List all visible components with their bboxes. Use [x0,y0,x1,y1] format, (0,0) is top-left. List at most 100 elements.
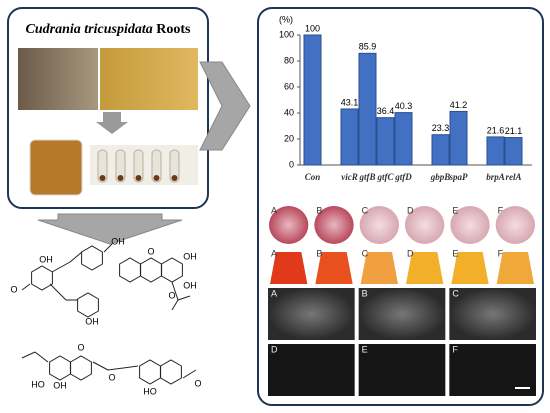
atom-label: HO [143,386,157,396]
bond [51,261,71,273]
atom-label: OH [85,316,99,326]
micrograph [268,288,355,340]
panel-title: Cudrania tricuspidata Roots [26,22,191,37]
y-tick-label: 100 [279,29,294,39]
dish [269,206,309,244]
right-arrow [199,61,251,151]
panel-letter: D [407,248,414,258]
bar [303,34,322,166]
photo-roots-dried [100,48,198,110]
y-tick-label: 80 [284,55,294,65]
title-species: Cudrania tricuspidata [26,22,153,37]
bond [103,243,113,253]
ring [31,265,53,291]
atom-label: HO [31,379,45,389]
panel-letter: B [316,248,322,258]
x-tick-label: relA [505,172,521,182]
x-tick-label: gtfD [394,172,412,182]
dish [495,206,535,244]
micrograph [449,288,536,340]
value-label: 41.2 [450,100,468,110]
panel-letter: E [362,344,368,354]
atom-label: O [168,290,175,300]
panel-letter: C [362,205,369,215]
bond [21,283,31,291]
y-tick-label: 0 [289,159,294,169]
small-arrow [96,112,128,134]
panel-letter: E [452,248,458,258]
value-label: 100 [305,23,320,33]
bar-chart: (%) 0 20 40 60 80 100 100 Con 43.1 vicR 85.9 gtfB 36.… [279,14,532,182]
panel-letter: B [316,205,322,215]
photo-tubes [90,145,198,185]
x-tick-label: spaP [449,172,469,182]
x-tick-label: gbpB [430,172,451,182]
micrograph [358,344,446,396]
biofilm [315,252,353,284]
ring [140,257,162,283]
atom-label: O [108,372,115,382]
panel-letter: A [271,248,277,258]
x-tick-label: vicR [341,172,358,182]
photo-roots-raw [18,48,98,110]
bond [171,299,179,311]
bond [21,351,36,359]
dish [450,206,490,244]
bond [107,365,139,371]
title-rest: Roots [156,22,191,37]
bond [177,295,191,301]
bar [449,110,468,166]
x-tick-label: Con [305,172,321,182]
y-unit: (%) [279,14,293,24]
value-label: 23.3 [432,123,450,133]
bar [376,117,395,166]
bond [69,251,83,263]
ring [49,355,71,381]
value-label: 43.1 [341,97,359,107]
panel-letter: F [498,248,504,258]
down-arrow [37,213,183,245]
y-tick-label: 40 [284,107,294,117]
y-tick-label: 20 [284,133,294,143]
photo-grid: A B C D E F A B C D E F A B C D E F [268,205,536,396]
value-label: 36.4 [377,106,395,116]
ring [81,245,103,271]
biofilm [270,252,308,284]
bar [340,108,359,166]
atom-label: O [77,342,84,352]
bar [504,137,523,166]
ring [160,359,182,385]
panel-letter: C [452,288,459,298]
panel-letter: A [271,205,277,215]
biofilm [406,252,444,284]
panel-letter: D [271,344,278,354]
panel-letter: E [452,205,458,215]
micrograph [268,344,355,396]
bar [358,52,377,166]
value-label: 85.9 [359,42,377,52]
atom-label: O [147,246,154,256]
bond [92,361,109,371]
ring [161,257,183,283]
biofilm [360,252,398,284]
atom-label: OH [53,380,67,390]
panel-letter: D [407,205,414,215]
x-tick-label: gtfC [376,172,394,182]
biofilm [451,252,489,284]
y-tick-label: 60 [284,81,294,91]
panel-letter: A [271,288,277,298]
bar [486,136,505,166]
dish [359,206,400,244]
atom-label: OH [39,254,53,264]
dish [314,206,354,244]
bar [394,112,413,166]
panel-letter: C [362,248,369,258]
value-label: 40.3 [395,101,413,111]
photo-jar [29,139,83,196]
ring [139,359,161,385]
atom-label: OH [183,280,197,290]
dish [405,206,445,244]
ring [119,257,141,283]
